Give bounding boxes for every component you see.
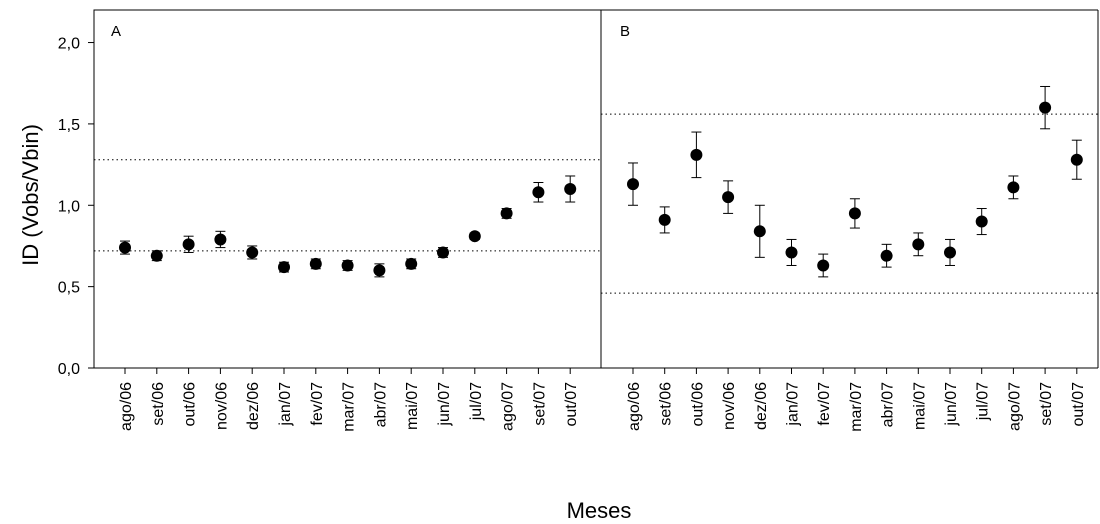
- data-point: [214, 233, 227, 246]
- x-tick-label: fev/07: [309, 382, 326, 426]
- x-tick-label: mar/07: [341, 382, 358, 432]
- y-tick-label: 0,0: [58, 361, 80, 378]
- data-point: [437, 246, 449, 259]
- panel-label: B: [620, 23, 630, 40]
- data-point: [627, 178, 639, 191]
- data-point: [912, 238, 925, 251]
- data-point: [944, 246, 956, 259]
- y-axis-title: ID (Vobs/Vbin): [18, 124, 43, 266]
- data-point: [722, 191, 735, 204]
- data-point: [500, 207, 513, 220]
- x-tick-label: nov/06: [213, 382, 230, 430]
- data-point: [182, 238, 195, 251]
- x-tick-label: out/07: [1070, 382, 1087, 427]
- data-point: [119, 241, 131, 254]
- x-tick-label: abr/07: [372, 382, 389, 427]
- data-point: [246, 246, 259, 259]
- x-tick-label: ago/07: [500, 382, 517, 431]
- x-tick-label: out/07: [563, 382, 580, 427]
- x-tick-label: ago/06: [118, 382, 135, 431]
- data-point: [309, 257, 322, 270]
- x-tick-label: jan/07: [277, 382, 294, 427]
- data-point: [658, 213, 671, 226]
- x-tick-label: jan/07: [785, 382, 802, 427]
- y-tick-label: 2,0: [58, 36, 80, 53]
- x-tick-label: set/07: [531, 382, 548, 426]
- x-tick-label: jul/07: [975, 382, 992, 421]
- x-tick-label: set/06: [150, 382, 167, 426]
- data-point: [848, 207, 861, 220]
- x-tick-label: jul/07: [468, 382, 485, 421]
- x-tick-label: set/06: [658, 382, 675, 426]
- x-tick-label: nov/06: [721, 382, 738, 430]
- x-tick-label: jun/07: [436, 382, 453, 427]
- data-point: [975, 215, 988, 228]
- x-tick-label: ago/06: [626, 382, 643, 431]
- data-point: [1039, 101, 1052, 114]
- data-point: [341, 259, 354, 272]
- x-tick-label: ago/07: [1006, 382, 1023, 431]
- x-tick-label: dez/06: [245, 382, 262, 430]
- data-point: [564, 183, 577, 195]
- data-point: [753, 225, 766, 238]
- x-tick-label: mai/07: [404, 382, 421, 430]
- panel-frame: [93, 9, 602, 369]
- x-tick-label: out/06: [182, 382, 199, 427]
- data-point: [817, 259, 830, 272]
- x-tick-label: out/06: [689, 382, 706, 427]
- data-point: [785, 246, 798, 259]
- x-tick-label: dez/06: [753, 382, 770, 430]
- y-tick-label: 0,5: [58, 280, 80, 297]
- data-point: [373, 264, 386, 277]
- y-tick-label: 1,0: [58, 198, 80, 215]
- y-axis: 0,0 0,5 1,0 1,5 2,0: [58, 36, 94, 378]
- x-tick-label: fev/07: [816, 382, 833, 426]
- y-tick-label: 1,5: [58, 117, 80, 134]
- data-point: [405, 257, 418, 270]
- data-point: [150, 249, 163, 262]
- data-point: [880, 249, 893, 262]
- data-point: [532, 186, 545, 199]
- data-point: [690, 148, 703, 161]
- x-tick-label: set/07: [1038, 382, 1055, 426]
- x-tick-label: mar/07: [848, 382, 865, 432]
- x-axis-title: Meses: [567, 498, 632, 523]
- data-point: [1007, 181, 1020, 194]
- x-tick-label: mai/07: [911, 382, 928, 430]
- data-point: [278, 261, 290, 274]
- x-tick-label: jun/07: [943, 382, 960, 427]
- x-tick-label: abr/07: [880, 382, 897, 427]
- data-point: [468, 230, 481, 243]
- data-point: [1070, 153, 1083, 166]
- panel-label: A: [111, 23, 121, 40]
